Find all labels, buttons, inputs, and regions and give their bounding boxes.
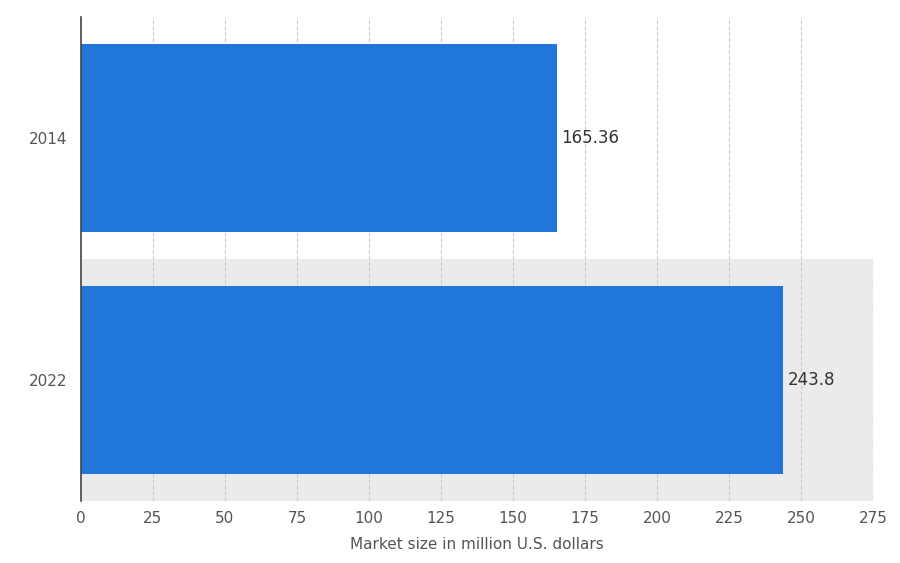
Text: 243.8: 243.8 [788,371,835,389]
Bar [81,43,557,233]
Bar [81,17,873,259]
X-axis label: Market size in million U.S. dollars: Market size in million U.S. dollars [350,537,604,552]
Bar [81,285,783,475]
Text: 165.36: 165.36 [562,129,619,147]
Bar [81,259,873,501]
